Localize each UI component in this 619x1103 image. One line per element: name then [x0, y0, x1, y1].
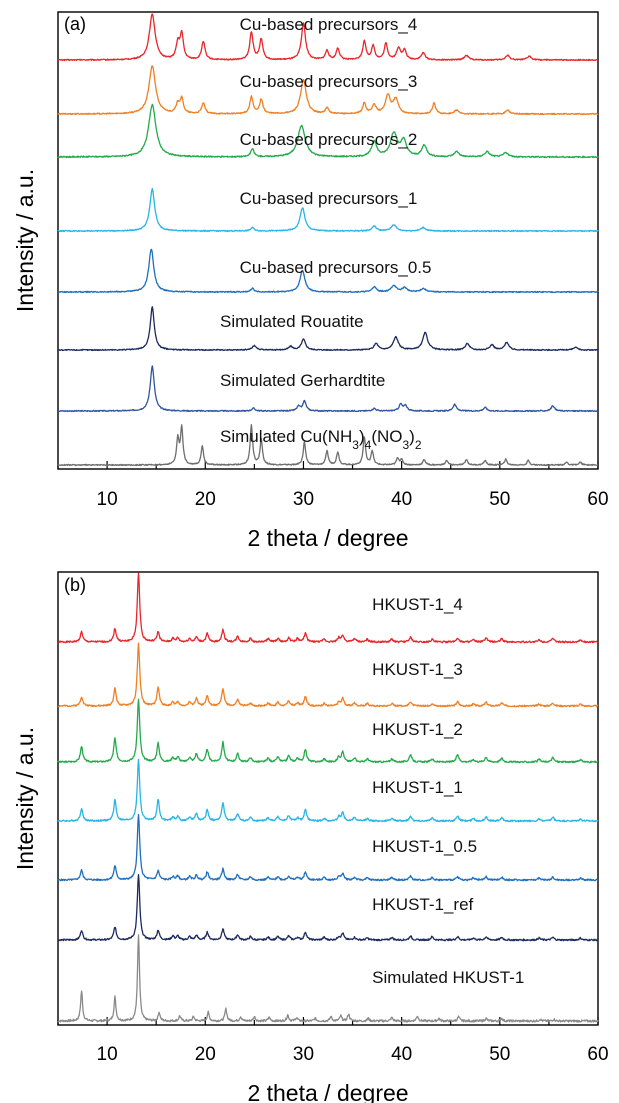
series-label: Cu-based precursors_0.5	[240, 258, 432, 277]
series-line	[57, 306, 599, 352]
x-tick-label: 50	[489, 1044, 510, 1065]
x-tick-label: 10	[97, 489, 118, 510]
x-tick-label: 50	[489, 489, 510, 510]
series-line	[57, 572, 599, 644]
series-line	[57, 424, 599, 467]
x-tick-label: 60	[587, 1044, 608, 1065]
panel-b: 10 20 30 40 50 60 2 theta / degree Intensity / …	[12, 571, 609, 1103]
x-tick-label: 30	[293, 1044, 314, 1065]
panel-a: 10 20 30 40 50 60 2 theta / degree Intensity / …	[12, 11, 609, 551]
panel-label: (a)	[64, 14, 86, 34]
x-tick-label: 20	[195, 489, 216, 510]
series-label: HKUST-1_4	[372, 595, 463, 614]
series-line	[57, 758, 599, 823]
x-tick-label: 60	[587, 489, 608, 510]
series-line	[57, 874, 599, 942]
y-axis-label: Intensity / a.u.	[12, 727, 38, 870]
series-line	[57, 934, 599, 1023]
series-label: Simulated Cu(NH3)4(NO3)2	[220, 427, 422, 452]
x-tick-label: 40	[391, 1044, 412, 1065]
series-line	[57, 103, 599, 159]
series-label: HKUST-1_1	[372, 778, 463, 797]
x-tick-label: 30	[293, 489, 314, 510]
series-label: Simulated HKUST-1	[372, 968, 524, 987]
series-line	[57, 698, 599, 764]
series-label: Cu-based precursors_3	[240, 72, 418, 91]
x-tick-label: 10	[97, 1044, 118, 1065]
series-label: HKUST-1_3	[372, 660, 463, 679]
series-label: HKUST-1_2	[372, 720, 463, 739]
x-tick-label: 40	[391, 489, 412, 510]
series-line	[57, 248, 599, 294]
plot-frame	[57, 11, 599, 470]
series-line	[57, 187, 599, 233]
series-line	[57, 65, 599, 116]
series-label: Simulated Gerhardtite	[220, 371, 385, 390]
panel-label: (b)	[64, 575, 86, 595]
series-label: Cu-based precursors_2	[240, 130, 418, 149]
series-label: Simulated Rouatite	[220, 312, 364, 331]
series-line	[57, 813, 599, 882]
x-axis-label: 2 theta / degree	[247, 1080, 408, 1103]
x-axis-label: 2 theta / degree	[247, 525, 408, 551]
series-label: Cu-based precursors_1	[240, 189, 418, 208]
series-line	[57, 13, 599, 62]
plot-frame	[57, 571, 599, 1026]
series-line	[57, 642, 599, 708]
x-tick-label: 20	[195, 1044, 216, 1065]
y-axis-label: Intensity / a.u.	[12, 169, 38, 312]
series-line	[57, 365, 599, 413]
series-label: HKUST-1_ref	[372, 895, 473, 914]
series-label: HKUST-1_0.5	[372, 837, 477, 856]
series-label: Cu-based precursors_4	[240, 15, 418, 34]
